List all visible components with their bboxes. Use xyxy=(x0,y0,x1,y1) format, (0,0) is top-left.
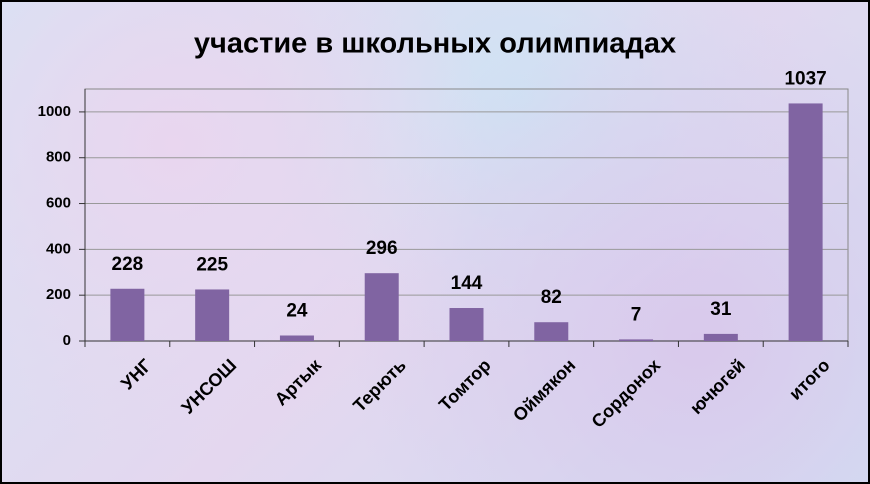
chart-title: участие в школьных олимпиадах xyxy=(194,28,676,60)
data-label: 7 xyxy=(631,304,642,325)
x-tick-label: УНГ xyxy=(117,355,155,393)
x-tick-label: итого xyxy=(785,355,834,404)
data-label: 144 xyxy=(451,273,483,294)
y-tick-label: 1000 xyxy=(38,103,71,120)
data-label: 1037 xyxy=(784,68,826,89)
bar xyxy=(110,288,145,341)
y-tick-label: 200 xyxy=(46,286,71,303)
x-tick-label: УНСОШ xyxy=(178,355,241,418)
bar xyxy=(449,308,484,341)
bar xyxy=(195,289,230,341)
x-tick-label: Томтор xyxy=(435,355,495,415)
data-label: 296 xyxy=(366,238,398,259)
y-tick-label: 800 xyxy=(46,149,71,166)
data-label: 24 xyxy=(286,301,308,322)
bar xyxy=(703,333,738,341)
bar xyxy=(619,339,654,341)
data-label: 82 xyxy=(541,287,562,308)
bar xyxy=(534,322,569,341)
bar xyxy=(364,273,399,341)
y-tick-label: 600 xyxy=(46,195,71,212)
data-label: 31 xyxy=(710,299,732,320)
y-tick-label: 0 xyxy=(63,332,71,349)
data-label: 228 xyxy=(112,254,144,275)
bar xyxy=(279,335,314,341)
x-tick-label: Оймякон xyxy=(509,355,579,425)
x-tick-label: ючюгей xyxy=(686,355,749,418)
bar xyxy=(788,103,823,341)
x-tick-label: Сордонох xyxy=(588,355,665,432)
x-tick-label: Терють xyxy=(349,355,410,416)
y-tick-label: 400 xyxy=(46,240,71,257)
data-label: 225 xyxy=(196,254,228,275)
x-tick-label: Артык xyxy=(271,354,326,409)
